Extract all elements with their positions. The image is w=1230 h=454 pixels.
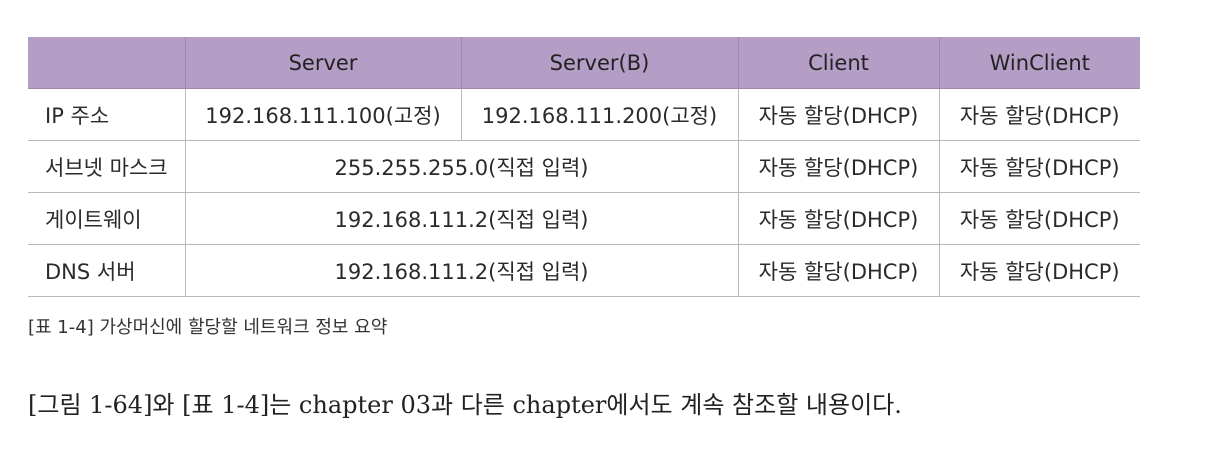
cell-winclient: 자동 할당(DHCP) bbox=[938, 192, 1140, 245]
row-label: DNS 서버 bbox=[28, 244, 185, 297]
table-header: Server Server(B) Client WinClient bbox=[28, 37, 1140, 89]
table-caption: [표 1-4] 가상머신에 할당할 네트워크 정보 요약 bbox=[28, 317, 388, 338]
header-server-b: Server(B) bbox=[460, 37, 738, 89]
table-row-gateway: 게이트웨이 192.168.111.2(직접 입력) 자동 할당(DHCP) 자… bbox=[28, 192, 1140, 245]
cell-winclient: 자동 할당(DHCP) bbox=[938, 88, 1140, 141]
table-body: IP 주소 192.168.111.100(고정) 192.168.111.20… bbox=[28, 88, 1140, 297]
row-label: 게이트웨이 bbox=[28, 192, 185, 245]
row-label: 서브넷 마스크 bbox=[28, 140, 185, 193]
network-info-table: Server Server(B) Client WinClient IP 주소 … bbox=[28, 37, 1140, 297]
cell-servers-merged: 192.168.111.2(직접 입력) bbox=[184, 244, 738, 297]
body-paragraph: [그림 1-64]와 [표 1-4]는 chapter 03과 다른 chapt… bbox=[28, 391, 902, 419]
cell-client: 자동 할당(DHCP) bbox=[737, 88, 939, 141]
cell-client: 자동 할당(DHCP) bbox=[737, 192, 939, 245]
cell-client: 자동 할당(DHCP) bbox=[737, 244, 939, 297]
cell-server: 192.168.111.100(고정) bbox=[184, 88, 461, 141]
header-server: Server bbox=[184, 37, 461, 89]
header-corner-cell bbox=[28, 37, 185, 89]
header-client: Client bbox=[737, 37, 939, 89]
cell-server-b: 192.168.111.200(고정) bbox=[460, 88, 738, 141]
cell-client: 자동 할당(DHCP) bbox=[737, 140, 939, 193]
table-row-ip-address: IP 주소 192.168.111.100(고정) 192.168.111.20… bbox=[28, 88, 1140, 141]
row-label: IP 주소 bbox=[28, 88, 185, 141]
cell-winclient: 자동 할당(DHCP) bbox=[938, 244, 1140, 297]
cell-winclient: 자동 할당(DHCP) bbox=[938, 140, 1140, 193]
cell-servers-merged: 192.168.111.2(직접 입력) bbox=[184, 192, 738, 245]
table-row-dns-server: DNS 서버 192.168.111.2(직접 입력) 자동 할당(DHCP) … bbox=[28, 244, 1140, 297]
header-row: Server Server(B) Client WinClient bbox=[28, 37, 1140, 89]
cell-servers-merged: 255.255.255.0(직접 입력) bbox=[184, 140, 738, 193]
table-row-subnet-mask: 서브넷 마스크 255.255.255.0(직접 입력) 자동 할당(DHCP)… bbox=[28, 140, 1140, 193]
header-winclient: WinClient bbox=[938, 37, 1140, 89]
